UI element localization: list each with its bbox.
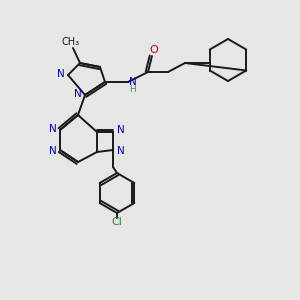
- Text: Cl: Cl: [112, 217, 122, 227]
- Text: N: N: [129, 77, 137, 87]
- Text: CH₃: CH₃: [62, 37, 80, 47]
- Text: N: N: [49, 146, 57, 156]
- Text: N: N: [49, 124, 57, 134]
- Text: N: N: [117, 125, 125, 135]
- Text: N: N: [57, 69, 65, 79]
- Text: N: N: [117, 146, 125, 156]
- Text: N: N: [74, 89, 82, 99]
- Text: H: H: [130, 85, 136, 94]
- Text: O: O: [150, 45, 158, 55]
